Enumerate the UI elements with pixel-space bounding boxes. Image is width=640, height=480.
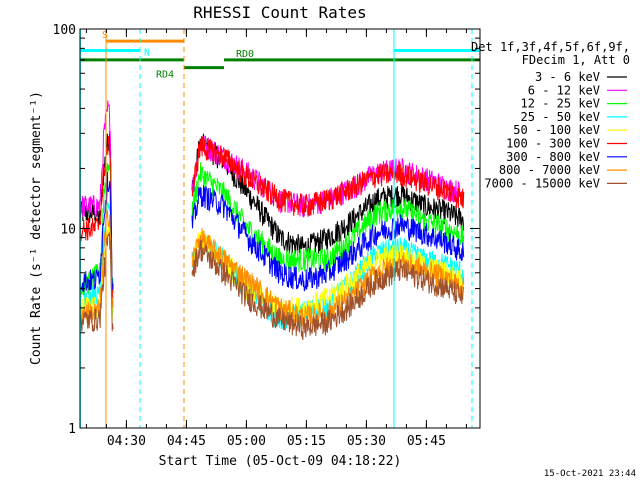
legend-label-3: 25 - 50 keV — [521, 110, 600, 124]
series-line-6 — [79, 171, 465, 292]
legend-label-0: 3 - 6 keV — [535, 70, 600, 84]
y-tick-label-0: 1 — [68, 422, 76, 437]
chart-title: RHESSI Count Rates — [193, 3, 366, 22]
state-bar-label-s: S — [102, 30, 108, 41]
legend-label-7: 800 - 7000 keV — [499, 163, 600, 177]
plot-area: S N RD0 RD4 04:30 04:45 05:00 05:15 05:30 05:45 1… — [53, 23, 481, 449]
legend-label-1: 6 - 12 keV — [528, 83, 600, 97]
x-tick-label-3: 05:15 — [287, 434, 326, 449]
legend: Det 1f,3f,4f,5f,6f,9f, FDecim 1, Att 0 3… — [471, 40, 630, 190]
legend-label-8: 7000 - 15000 keV — [484, 176, 600, 190]
x-tick-label-1: 04:45 — [167, 434, 206, 449]
series-layer — [79, 100, 465, 341]
y-tick-label-1: 10 — [60, 223, 76, 238]
legend-label-6: 300 - 800 keV — [506, 150, 600, 164]
axis-ticks: 04:30 04:45 05:00 05:15 05:30 05:45 1 10 100 — [53, 23, 480, 449]
state-bar-label-rd4: RD4 — [156, 70, 174, 81]
legend-label-2: 12 - 25 keV — [521, 97, 600, 111]
series-line-5 — [79, 135, 465, 300]
x-tick-label-2: 05:00 — [227, 434, 266, 449]
legend-label-5: 100 - 300 keV — [506, 137, 600, 151]
x-tick-label-5: 05:45 — [407, 434, 446, 449]
y-axis-label: Count Rate (s⁻¹ detector segment⁻¹) — [29, 91, 44, 365]
state-bar-label-rd0: RD0 — [236, 49, 254, 60]
y-tick-label-2: 100 — [53, 23, 76, 38]
legend-header-line-1: Det 1f,3f,4f,5f,6f,9f, — [471, 40, 630, 54]
series-line-8 — [79, 232, 465, 341]
legend-header-line-2: FDecim 1, Att 0 — [522, 53, 630, 67]
legend-label-4: 50 - 100 keV — [513, 123, 600, 137]
state-bar-label-n: N — [144, 48, 150, 59]
x-tick-label-4: 05:30 — [347, 434, 386, 449]
x-tick-label-0: 04:30 — [107, 434, 146, 449]
state-bars: S N RD0 RD4 — [80, 30, 480, 81]
x-axis-label: Start Time (05-Oct-09 04:18:22) — [159, 454, 402, 469]
footer-timestamp: 15-Oct-2021 23:44 — [544, 469, 636, 479]
